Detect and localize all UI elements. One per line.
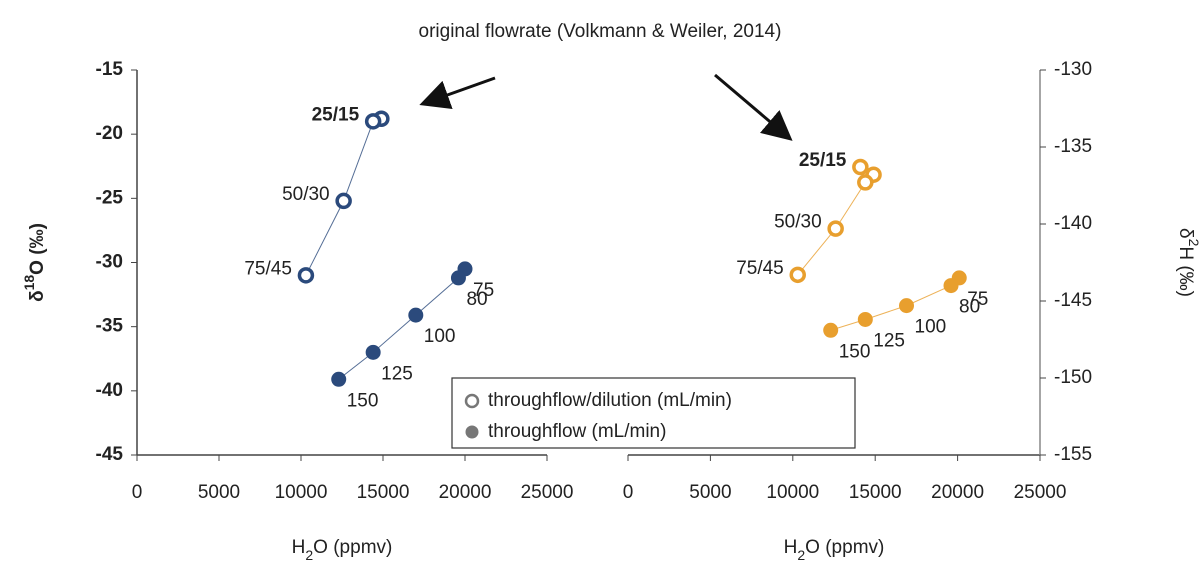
x-label-part: H [784, 537, 798, 558]
point [365, 344, 381, 360]
y-tick-label: -135 [1054, 136, 1092, 157]
x-tick-label: 20000 [439, 482, 492, 503]
point-label: 75/45 [244, 258, 292, 279]
y-tick-label: -20 [96, 123, 123, 144]
point [857, 174, 874, 191]
y-label-part: 2 [1186, 239, 1202, 247]
point-label: 100 [424, 326, 456, 347]
point-label: 80 [466, 289, 487, 310]
legend-label: throughflow/dilution (mL/min) [488, 390, 732, 411]
point [450, 270, 466, 286]
y-label-part: O (‰) [27, 223, 48, 275]
point [335, 192, 352, 210]
arrow [419, 76, 496, 110]
y-tick-label: -40 [96, 380, 123, 401]
point [331, 371, 347, 387]
x-tick-label: 5000 [689, 482, 731, 503]
legend-marker [464, 393, 480, 409]
point-label: 75 [473, 280, 494, 301]
x-tick-label: 15000 [849, 482, 902, 503]
point-label: 25/15 [799, 150, 847, 171]
y-axis-label: δ2H (‰) [1175, 228, 1202, 297]
y-tick-label: -155 [1054, 444, 1092, 465]
legend-label: throughflow (mL/min) [488, 421, 666, 442]
x-tick-label: 20000 [931, 482, 984, 503]
x-axis-label: H2O (ppmv) [784, 537, 885, 563]
y-label-part: δ [27, 290, 48, 302]
x-tick-label: 25000 [1014, 482, 1067, 503]
y-axis-label: δ18O (‰) [21, 223, 48, 302]
y-tick-label: -45 [96, 444, 124, 465]
x-label-part: H [292, 537, 306, 558]
point-label: 150 [839, 341, 871, 362]
y-tick-label: -140 [1054, 213, 1092, 234]
legend-box [451, 377, 856, 449]
x-tick-label: 15000 [357, 482, 410, 503]
point [789, 266, 806, 284]
x-tick-label: 25000 [521, 482, 574, 503]
y-label-part: 18 [21, 275, 37, 291]
x-tick-label: 0 [623, 482, 634, 503]
y-label-part: H (‰) [1175, 246, 1196, 297]
point [823, 322, 839, 338]
y-tick-label: -35 [96, 316, 124, 337]
point-label: 150 [347, 390, 379, 411]
point [899, 298, 915, 314]
y-tick-label: -25 [96, 187, 124, 208]
legend-marker [465, 425, 479, 439]
y-label-part: δ [1175, 228, 1196, 239]
point-label: 125 [873, 330, 905, 351]
x-tick-label: 0 [132, 482, 143, 503]
point-label: 25/15 [312, 104, 360, 125]
y-tick-label: -30 [96, 252, 123, 273]
point [852, 158, 869, 176]
point [943, 278, 959, 294]
x-axis-label: H2O (ppmv) [292, 537, 393, 563]
x-tick-label: 10000 [766, 482, 819, 503]
x-label-part: 2 [305, 547, 313, 563]
point [364, 113, 382, 130]
y-tick-label: -15 [96, 59, 124, 80]
point [827, 220, 844, 237]
point-label: 80 [959, 297, 980, 318]
point-label: 125 [381, 363, 413, 384]
y-tick-label: -150 [1054, 367, 1092, 388]
point [408, 307, 424, 323]
annotation: original flowrate (Volkmann & Weiler, 20… [419, 21, 782, 42]
x-tick-label: 5000 [198, 482, 240, 503]
arrow [714, 73, 793, 141]
x-label-part: O (ppmv) [313, 537, 392, 558]
x-tick-label: 10000 [275, 482, 328, 503]
point [857, 311, 873, 327]
point [297, 267, 315, 284]
y-tick-label: -145 [1054, 290, 1092, 311]
point-label: 50/30 [774, 212, 822, 233]
x-label-part: 2 [797, 547, 805, 563]
y-tick-label: -130 [1054, 59, 1092, 80]
point-label: 100 [915, 317, 947, 338]
point-label: 50/30 [282, 184, 330, 205]
point-label: 75 [967, 289, 988, 310]
x-label-part: O (ppmv) [805, 537, 884, 558]
point-label: 75/45 [736, 258, 784, 279]
